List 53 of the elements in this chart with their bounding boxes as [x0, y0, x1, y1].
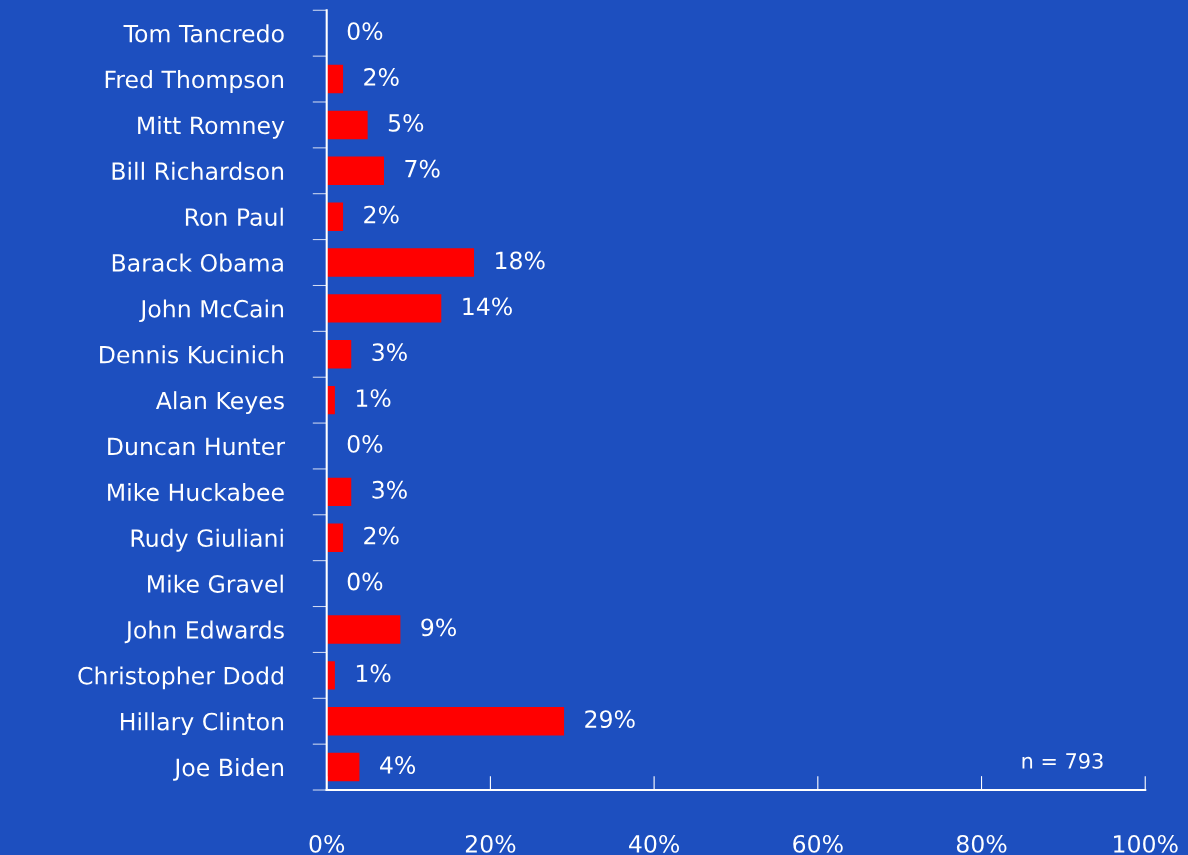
annotation: n = 793 — [1022, 753, 1103, 769]
data-label: 4% — [380, 756, 416, 774]
y-tick-label: Mike Gravel — [148, 574, 283, 593]
bar — [326, 248, 475, 277]
x-tick-label: 20% — [465, 834, 516, 853]
data-label: 7% — [405, 159, 440, 178]
bar — [326, 752, 360, 782]
y-tick-label: Joe Biden — [173, 758, 284, 781]
data-label: 2% — [364, 526, 399, 545]
y-tick-label: Hillary Clinton — [121, 712, 284, 736]
data-label: 9% — [421, 618, 456, 637]
x-tick-label: 60% — [793, 834, 843, 853]
data-label: 1% — [356, 389, 391, 407]
bar — [326, 294, 442, 323]
bar — [326, 110, 368, 140]
bar — [326, 477, 352, 507]
y-tick-label: Duncan Hunter — [108, 437, 286, 456]
y-tick-label: John Edwards — [124, 620, 284, 644]
data-label: 0% — [347, 22, 383, 41]
bar — [326, 64, 344, 94]
data-label: 14% — [463, 297, 512, 316]
y-tick-label: Dennis Kucinich — [100, 345, 284, 364]
y-tick-label: Mitt Romney — [138, 115, 285, 139]
bar — [326, 523, 344, 552]
data-label: 5% — [388, 113, 424, 132]
y-tick-label: Fred Thompson — [105, 70, 284, 93]
data-label: 2% — [364, 205, 399, 224]
bar — [326, 707, 565, 736]
y-tick-label: Christopher Dodd — [78, 666, 283, 690]
bar — [326, 340, 352, 369]
bar — [326, 156, 384, 186]
data-label: 2% — [364, 68, 399, 86]
y-tick-label: Ron Paul — [185, 207, 283, 226]
x-tick-label: 100% — [1114, 834, 1178, 853]
x-tick-label: 0% — [309, 834, 345, 853]
y-tick-label: Rudy Giuliani — [131, 528, 283, 552]
data-label: 0% — [347, 435, 383, 453]
y-tick-label: Barack Obama — [112, 253, 283, 272]
y-tick-label: Alan Keyes — [155, 391, 284, 415]
data-label: 1% — [356, 664, 391, 683]
data-label: 18% — [496, 251, 545, 270]
bar — [326, 615, 401, 644]
data-label: 0% — [347, 572, 383, 591]
data-label: 3% — [372, 343, 407, 362]
y-tick-label: John McCain — [139, 299, 284, 323]
x-tick-label: 80% — [956, 834, 1007, 853]
y-tick-label: Mike Huckabee — [108, 482, 284, 502]
x-tick-label: 40% — [629, 834, 680, 853]
y-tick-label: Tom Tancredo — [123, 24, 284, 43]
data-label: 3% — [372, 480, 407, 499]
data-label: 29% — [585, 710, 635, 729]
y-tick-label: Bill Richardson — [112, 161, 284, 181]
bar — [326, 202, 344, 231]
